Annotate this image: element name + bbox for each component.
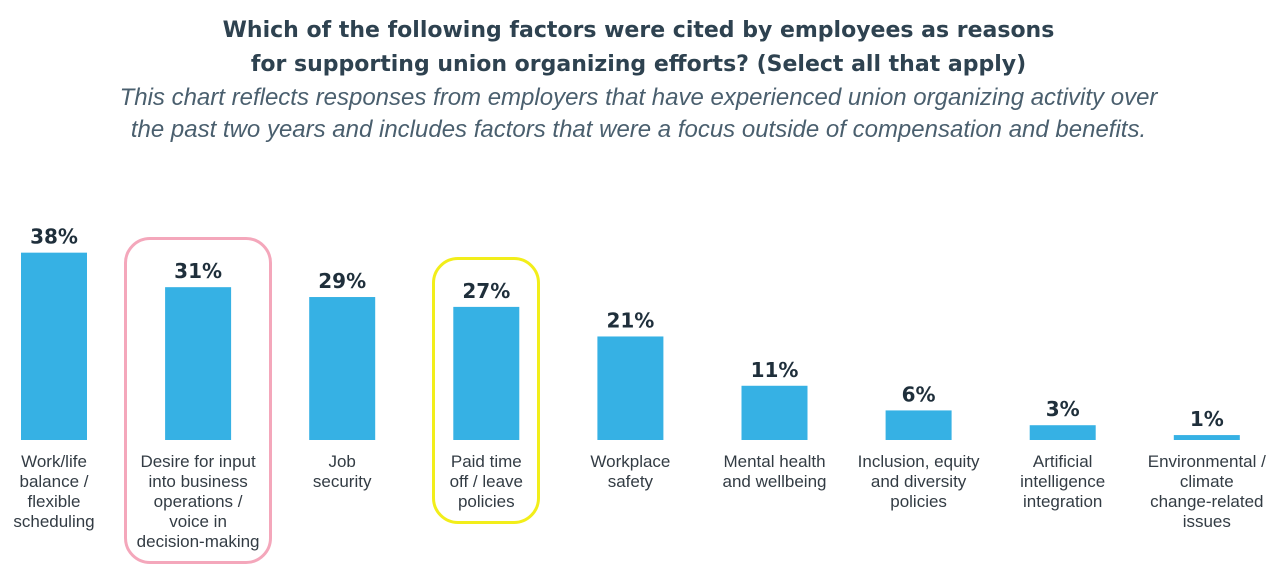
chart-subtitle: This chart reflects responses from emplo… bbox=[0, 82, 1277, 146]
bar-8 bbox=[1029, 425, 1096, 440]
category-label-2-line-4: voice in bbox=[169, 512, 227, 531]
category-label-5: Workplace safety bbox=[560, 452, 700, 492]
category-label-6-line-2: and wellbeing bbox=[722, 472, 827, 491]
chart-subtitle-line-2: the past two years and includes factors … bbox=[130, 116, 1147, 143]
category-label-2-line-2: into business bbox=[148, 472, 248, 491]
bar-7 bbox=[885, 410, 952, 440]
category-label-7-line-3: policies bbox=[890, 492, 947, 511]
bar-4 bbox=[453, 306, 520, 440]
category-label-7-line-1: Inclusion, equity bbox=[857, 452, 980, 471]
category-label-1-line-4: scheduling bbox=[13, 512, 95, 531]
data-label-5: 21% bbox=[606, 308, 654, 332]
chart-title-line-1: Which of the following factors were cite… bbox=[222, 18, 1055, 43]
category-label-9: Environmental / climate change-related issu… bbox=[1137, 452, 1277, 532]
data-label-4: 27% bbox=[462, 279, 510, 303]
bar-1 bbox=[21, 252, 87, 440]
category-label-2-line-1: Desire for input bbox=[140, 452, 256, 471]
data-label-9: 1% bbox=[1190, 407, 1224, 431]
category-label-1-line-1: Work/life bbox=[21, 452, 87, 471]
category-label-6-line-1: Mental health bbox=[723, 452, 826, 471]
category-label-7: Inclusion, equity and diversity policies bbox=[849, 452, 989, 512]
bar-6 bbox=[741, 385, 808, 440]
category-label-2: Desire for input into business operations … bbox=[128, 452, 268, 552]
bar-5 bbox=[597, 336, 664, 440]
category-label-4-line-1: Paid time bbox=[450, 452, 522, 471]
category-label-9-line-4: issues bbox=[1182, 512, 1231, 531]
category-label-8: Artificial intelligence integration bbox=[993, 452, 1133, 512]
category-label-5-line-1: Workplace bbox=[590, 452, 671, 471]
category-label-1: Work/life balance / flexible scheduling bbox=[0, 452, 124, 532]
category-label-3-line-1: Job bbox=[328, 452, 356, 471]
category-label-8-line-1: Artificial bbox=[1032, 452, 1093, 471]
category-label-8-line-2: intelligence bbox=[1020, 472, 1106, 491]
category-label-2-line-3: operations / bbox=[153, 492, 243, 511]
data-label-7: 6% bbox=[902, 382, 936, 406]
category-label-9-line-3: change-related bbox=[1150, 492, 1264, 511]
bar-3 bbox=[309, 297, 376, 440]
category-label-5-line-2: safety bbox=[607, 472, 654, 491]
category-label-6: Mental health and wellbeing bbox=[705, 452, 845, 492]
data-label-6: 11% bbox=[751, 358, 799, 382]
data-label-2: 31% bbox=[174, 259, 222, 283]
data-label-1: 38% bbox=[30, 225, 78, 249]
category-label-1-line-2: balance / bbox=[19, 472, 89, 491]
chart-title-line-2: for supporting union organizing efforts?… bbox=[250, 52, 1027, 77]
category-label-4-line-3: policies bbox=[457, 492, 515, 511]
category-label-2-line-5: decision-making bbox=[136, 532, 260, 551]
category-label-9-line-1: Environmental / bbox=[1147, 452, 1266, 471]
category-label-3: Job security bbox=[272, 452, 412, 492]
category-label-7-line-2: and diversity bbox=[870, 472, 967, 491]
category-label-4: Paid time off / leave policies bbox=[416, 452, 556, 512]
bar-2 bbox=[165, 287, 232, 440]
highlight-box-1 bbox=[124, 237, 273, 564]
chart-title: Which of the following factors were cite… bbox=[0, 14, 1277, 82]
category-label-4-line-2: off / leave bbox=[449, 472, 523, 491]
data-label-8: 3% bbox=[1046, 397, 1080, 421]
highlight-box-2 bbox=[432, 256, 541, 524]
chart-subtitle-line-1: This chart reflects responses from emplo… bbox=[119, 84, 1158, 111]
data-label-3: 29% bbox=[318, 269, 366, 293]
category-label-8-line-3: integration bbox=[1022, 492, 1103, 511]
category-label-9-line-2: climate bbox=[1179, 472, 1234, 491]
bar-9 bbox=[1173, 435, 1240, 440]
category-label-1-line-3: flexible bbox=[27, 492, 81, 511]
category-label-3-line-2: security bbox=[312, 472, 372, 491]
